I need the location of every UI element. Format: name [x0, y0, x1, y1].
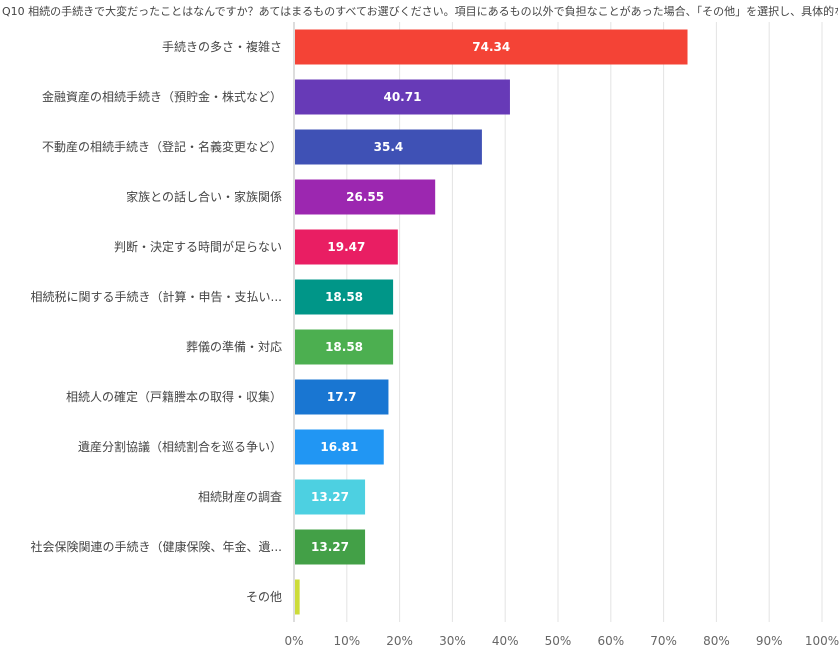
bar — [295, 529, 366, 565]
bar — [295, 79, 510, 115]
bar — [295, 429, 384, 465]
category-label: その他 — [246, 590, 282, 604]
category-label: 相続財産の調査 — [198, 489, 282, 504]
category-label: 社会保険関連の手続き（健康保険、年金、遺... — [31, 539, 282, 554]
bar — [295, 29, 688, 65]
bar — [295, 129, 482, 165]
bar — [295, 279, 394, 315]
bar — [295, 479, 366, 515]
category-label: 相続人の確定（戸籍謄本の取得・収集） — [66, 389, 282, 404]
bar-value-label: 19.47 — [327, 240, 365, 254]
bar-value-label: 18.58 — [325, 290, 363, 304]
x-tick-label: 20% — [386, 634, 413, 648]
category-label: 家族との話し合い・家族関係 — [126, 189, 282, 204]
category-label: 金融資産の相続手続き（預貯金・株式など） — [42, 89, 282, 104]
x-tick-label: 10% — [333, 634, 360, 648]
bar — [295, 379, 389, 415]
bar-value-label: 16.81 — [320, 440, 358, 454]
bar-value-label: 26.55 — [346, 190, 384, 204]
x-tick-label: 100% — [805, 634, 839, 648]
bar-value-label: 17.7 — [327, 390, 357, 404]
x-tick-label: 60% — [597, 634, 624, 648]
x-tick-label: 40% — [492, 634, 519, 648]
bar-value-label: 74.34 — [472, 40, 510, 54]
category-label: 不動産の相続手続き（登記・名義変更など） — [42, 139, 282, 154]
category-label: 葬儀の準備・対応 — [186, 339, 282, 354]
bar-value-label: 35.4 — [374, 140, 404, 154]
bar-value-label: 13.27 — [311, 490, 349, 504]
bar-value-label: 40.71 — [383, 90, 421, 104]
bar — [295, 229, 398, 265]
bar — [295, 579, 300, 615]
category-label: 判断・決定する時間が足らない — [114, 239, 282, 254]
category-label: 手続きの多さ・複雑さ — [162, 39, 282, 54]
bar-value-label: 13.27 — [311, 540, 349, 554]
category-label: 遺産分割協議（相続割合を巡る争い） — [78, 439, 282, 454]
x-tick-label: 50% — [545, 634, 572, 648]
category-label: 相続税に関する手続き（計算・申告・支払い... — [31, 289, 282, 304]
bar-value-label: 18.58 — [325, 340, 363, 354]
x-tick-label: 90% — [756, 634, 783, 648]
x-tick-label: 30% — [439, 634, 466, 648]
x-tick-label: 70% — [650, 634, 677, 648]
x-tick-label: 80% — [703, 634, 730, 648]
chart-title: Q10 相続の手続きで大変だったことはなんですか？あてはまるものすべてお選びくだ… — [2, 5, 838, 18]
bar — [295, 179, 436, 215]
bar — [295, 329, 394, 365]
x-tick-label: 0% — [284, 634, 303, 648]
